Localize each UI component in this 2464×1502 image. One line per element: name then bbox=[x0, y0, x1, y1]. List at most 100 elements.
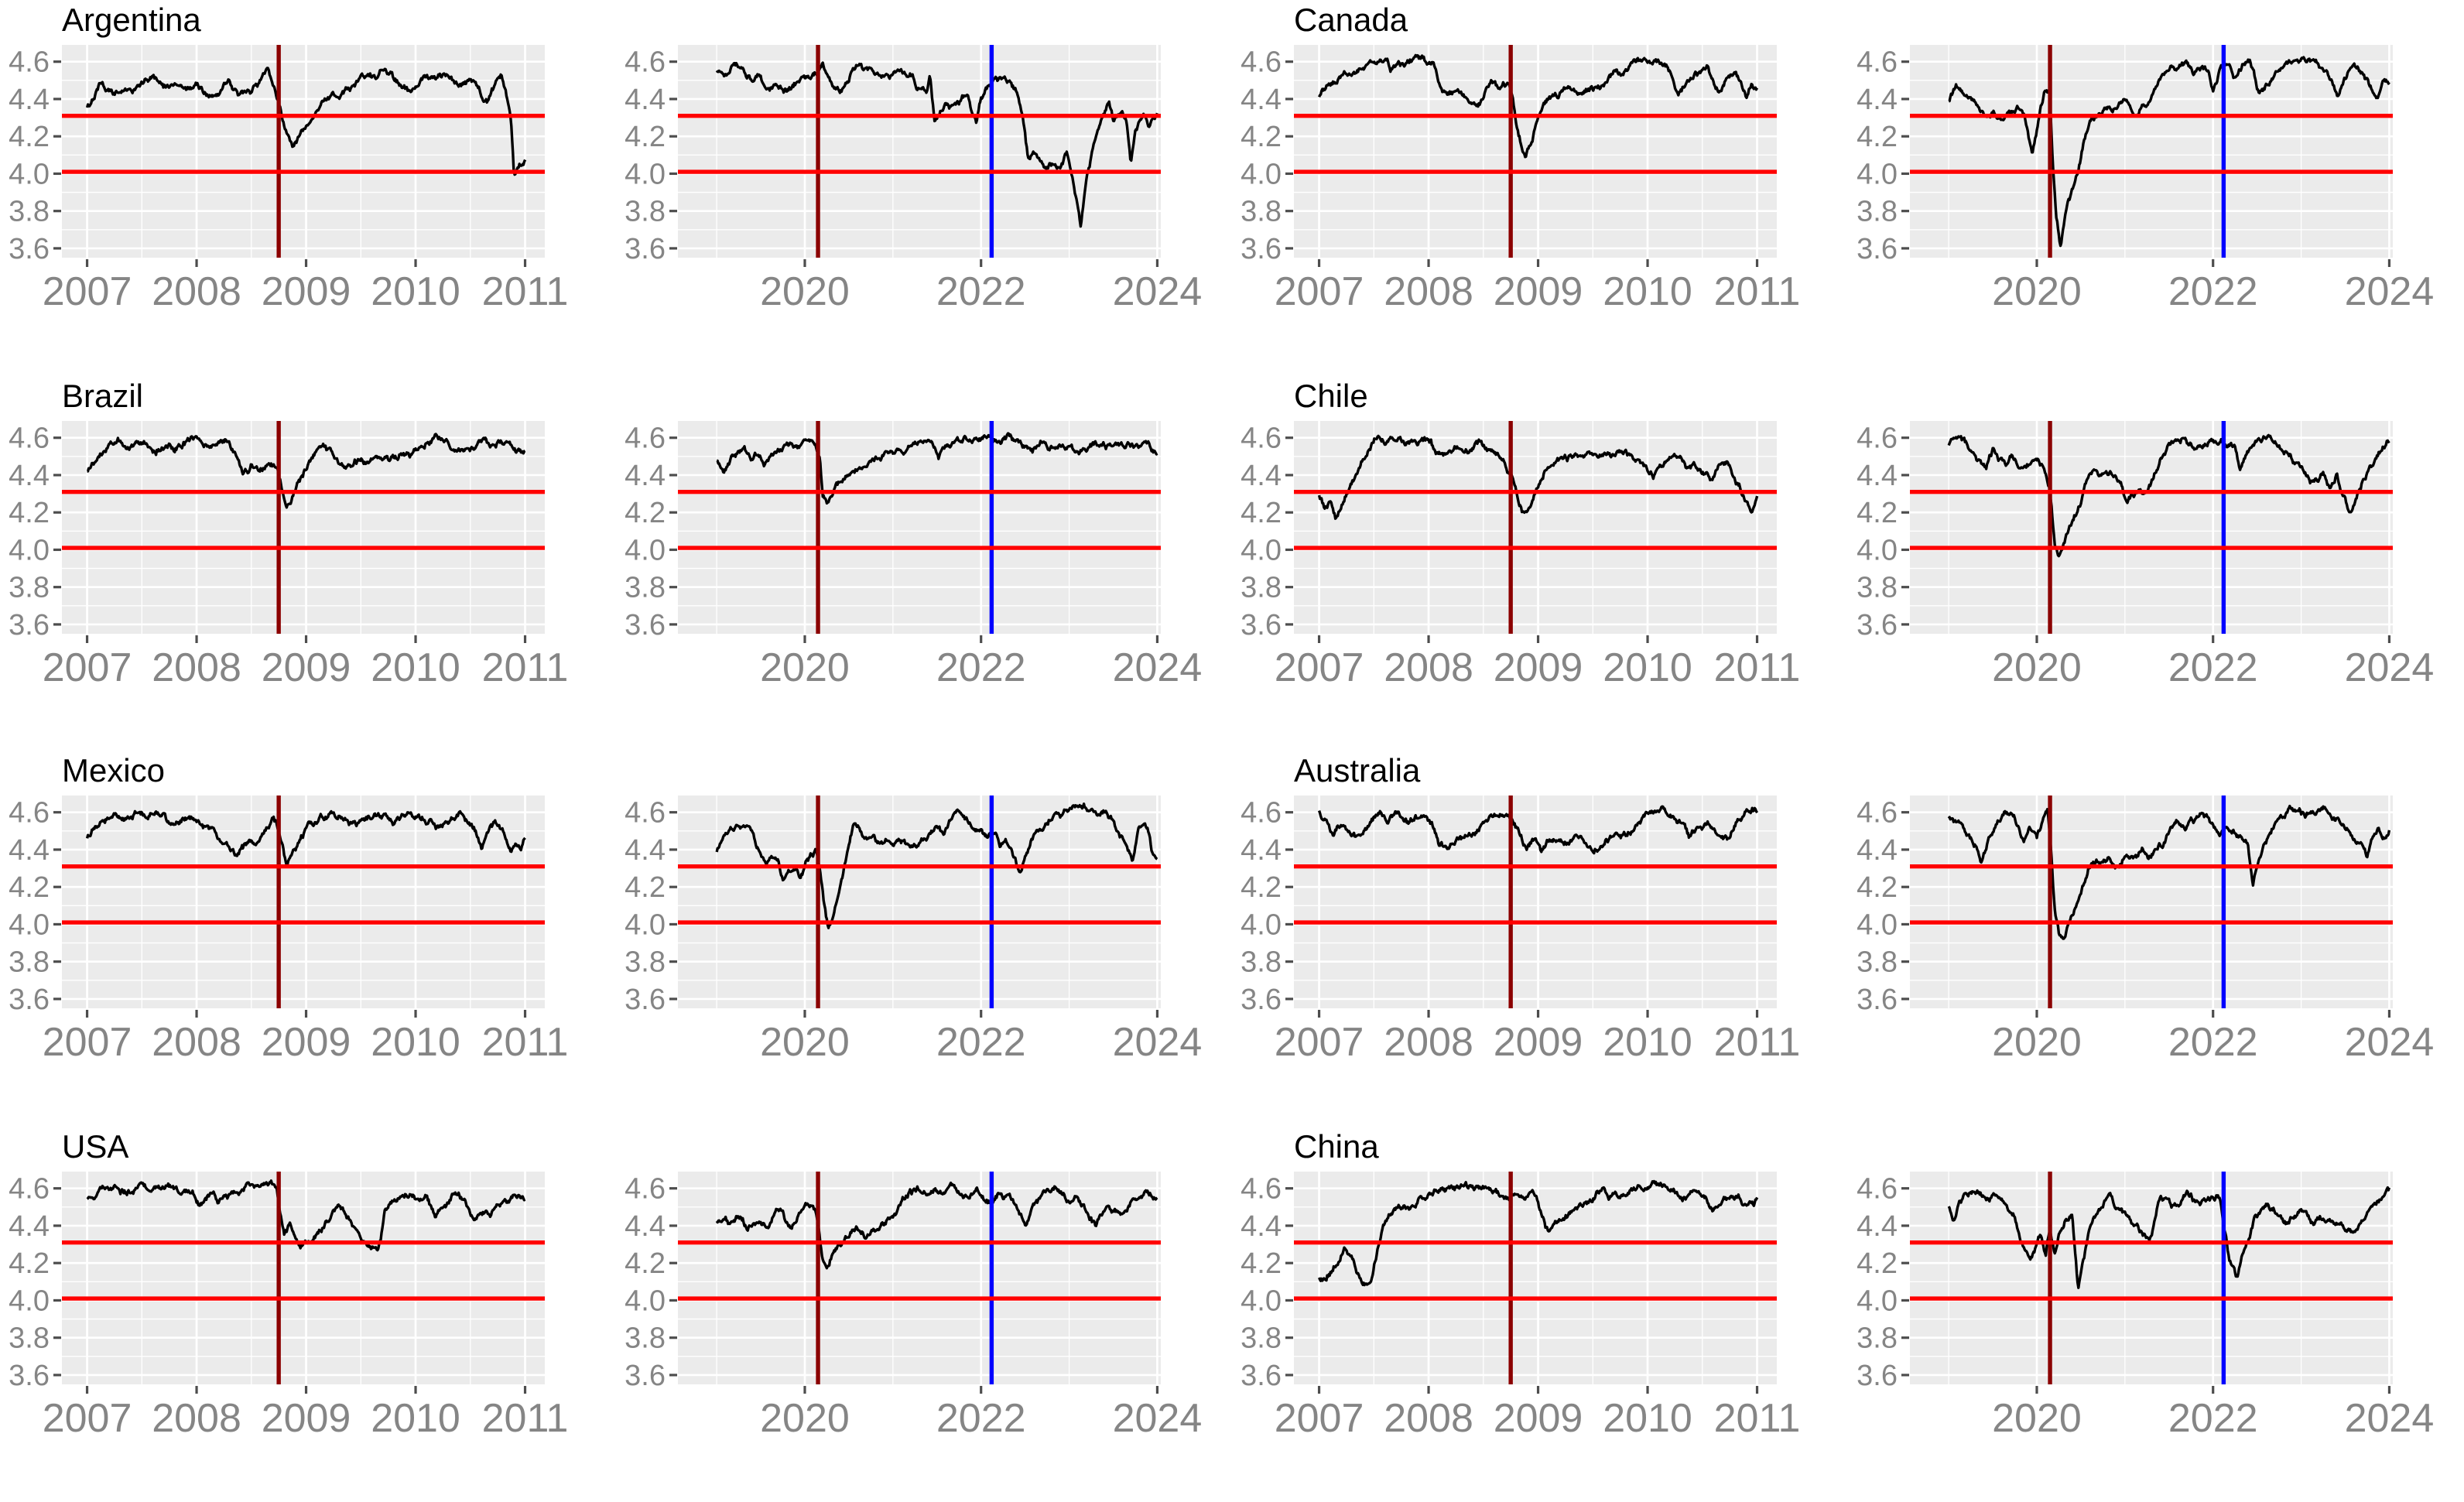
y-tick-label: 4.4 bbox=[9, 834, 50, 867]
x-tick-label: 2009 bbox=[262, 269, 351, 314]
x-tick-label: 2020 bbox=[1992, 1396, 2082, 1441]
axis-ticks bbox=[53, 60, 527, 267]
x-tick-label: 2009 bbox=[262, 1020, 351, 1065]
y-tick-label: 3.8 bbox=[625, 196, 666, 228]
chart-usa-2019-2024: 3.6 3.8 4.0 4.2 4.4 4.6 2020 2022 2024 bbox=[616, 1127, 1232, 1502]
y-tick-label: 4.4 bbox=[625, 84, 666, 116]
y-tick-label: 4.2 bbox=[625, 121, 666, 153]
y-tick-label: 4.2 bbox=[625, 496, 666, 529]
x-tick-label: 2011 bbox=[482, 1396, 569, 1441]
y-tick-label: 4.4 bbox=[1241, 459, 1282, 491]
x-tick-label: 2010 bbox=[1603, 1396, 1692, 1441]
y-tick-label: 3.6 bbox=[1857, 984, 1898, 1016]
x-tick-label: 2024 bbox=[2345, 1396, 2435, 1441]
plot-svg-argentina-2019-2024: 3.6 3.8 4.0 4.2 4.4 4.6 2020 2022 2024 bbox=[625, 44, 1203, 314]
y-tick-label: 4.0 bbox=[9, 909, 50, 942]
plot-svg-canada-2007-2011: 3.6 3.8 4.0 4.2 4.4 4.6 2007 2008 2009 2010 2011 Ca… bbox=[1241, 2, 1801, 314]
y-tick-label: 4.6 bbox=[9, 422, 50, 454]
y-tick-label: 3.8 bbox=[9, 571, 50, 604]
y-tick-label: 4.6 bbox=[9, 1172, 50, 1205]
plot-svg-argentina-2007-2011: 3.6 3.8 4.0 4.2 4.4 4.6 2007 2008 2009 2010 2011 Ar… bbox=[9, 2, 568, 314]
y-tick-label: 4.0 bbox=[625, 158, 666, 190]
y-tick-label: 4.2 bbox=[9, 121, 50, 153]
y-tick-label: 3.6 bbox=[9, 608, 50, 641]
x-tick-label: 2010 bbox=[1603, 1020, 1692, 1065]
plot-svg-chile-2019-2024: 3.6 3.8 4.0 4.2 4.4 4.6 2020 2022 2024 bbox=[1857, 420, 2434, 689]
x-tick-label: 2022 bbox=[936, 1396, 1026, 1441]
x-tick-label: 2020 bbox=[760, 269, 850, 314]
x-tick-label: 2009 bbox=[1494, 269, 1583, 314]
chart-title: China bbox=[1294, 1128, 1379, 1165]
x-tick-label: 2022 bbox=[2168, 645, 2258, 689]
y-tick-label: 3.6 bbox=[1241, 1359, 1282, 1391]
series-line bbox=[715, 61, 1159, 228]
x-tick-label: 2010 bbox=[371, 645, 460, 689]
y-tick-label: 4.6 bbox=[1857, 797, 1898, 830]
x-tick-label: 2022 bbox=[2168, 1020, 2258, 1065]
x-tick-label: 2007 bbox=[43, 269, 132, 314]
y-tick-label: 3.8 bbox=[1241, 571, 1282, 604]
chart-chile-2007-2011: 3.6 3.8 4.0 4.2 4.4 4.6 2007 2008 2009 2010 2011 Ch… bbox=[1232, 375, 1848, 751]
panel-background bbox=[1910, 420, 2393, 634]
x-tick-label: 2024 bbox=[1113, 1020, 1203, 1065]
x-tick-label: 2010 bbox=[1603, 645, 1692, 689]
y-tick-label: 4.2 bbox=[9, 496, 50, 529]
y-tick-label: 3.6 bbox=[1857, 233, 1898, 265]
axis-ticks bbox=[1901, 436, 2391, 643]
minor-gridlines bbox=[1294, 420, 1777, 634]
x-tick-label: 2007 bbox=[1275, 269, 1364, 314]
panel-background bbox=[62, 44, 545, 258]
y-tick-label: 4.2 bbox=[1241, 1247, 1282, 1280]
y-tick-label: 3.8 bbox=[625, 946, 666, 979]
series-line bbox=[1948, 56, 2390, 248]
x-tick-label: 2011 bbox=[1714, 269, 1801, 314]
plot-svg-mexico-2019-2024: 3.6 3.8 4.0 4.2 4.4 4.6 2020 2022 2024 bbox=[625, 795, 1203, 1065]
y-tick-label: 3.8 bbox=[1241, 946, 1282, 979]
y-tick-label: 4.6 bbox=[625, 46, 666, 79]
y-tick-label: 3.8 bbox=[9, 1322, 50, 1354]
series-line bbox=[715, 1181, 1158, 1270]
y-tick-label: 4.2 bbox=[1857, 872, 1898, 905]
y-tick-label: 4.2 bbox=[1241, 496, 1282, 529]
panel-background bbox=[1294, 1171, 1777, 1384]
y-tick-label: 4.0 bbox=[9, 534, 50, 566]
x-tick-label: 2022 bbox=[2168, 269, 2258, 314]
y-tick-label: 3.6 bbox=[1241, 233, 1282, 265]
chart-mexico-2007-2011: 3.6 3.8 4.0 4.2 4.4 4.6 2007 2008 2009 2010 2011 Me… bbox=[0, 751, 616, 1126]
y-tick-label: 4.2 bbox=[625, 1247, 666, 1280]
y-tick-label: 4.6 bbox=[625, 1172, 666, 1205]
chart-chile-2019-2024: 3.6 3.8 4.0 4.2 4.4 4.6 2020 2022 2024 bbox=[1848, 375, 2464, 751]
plot-svg-brazil-2007-2011: 3.6 3.8 4.0 4.2 4.4 4.6 2007 2008 2009 2010 2011 Br… bbox=[9, 377, 568, 689]
y-tick-label: 4.6 bbox=[9, 46, 50, 79]
series-line bbox=[85, 67, 527, 176]
x-tick-label: 2022 bbox=[936, 645, 1026, 689]
y-tick-label: 4.0 bbox=[1241, 158, 1282, 190]
y-tick-label: 4.0 bbox=[625, 1285, 666, 1317]
plot-svg-australia-2007-2011: 3.6 3.8 4.0 4.2 4.4 4.6 2007 2008 2009 2010 2011 Au… bbox=[1241, 752, 1800, 1065]
y-tick-label: 4.4 bbox=[9, 84, 50, 116]
y-tick-label: 3.8 bbox=[1857, 571, 1898, 604]
x-tick-label: 2007 bbox=[43, 1020, 132, 1065]
y-tick-label: 4.2 bbox=[1857, 1247, 1898, 1280]
chart-argentina-2019-2024: 3.6 3.8 4.0 4.2 4.4 4.6 2020 2022 2024 bbox=[616, 0, 1232, 375]
axis-ticks bbox=[669, 436, 1159, 643]
y-tick-label: 3.6 bbox=[1241, 608, 1282, 641]
major-gridlines bbox=[678, 795, 1161, 1009]
y-tick-label: 3.8 bbox=[1857, 196, 1898, 228]
x-tick-label: 2008 bbox=[1384, 645, 1473, 689]
x-tick-label: 2024 bbox=[1113, 269, 1203, 314]
y-tick-label: 4.2 bbox=[1241, 121, 1282, 153]
y-tick-label: 3.6 bbox=[9, 1359, 50, 1391]
series-line bbox=[716, 431, 1158, 505]
series-line bbox=[1947, 433, 2390, 557]
y-tick-label: 4.2 bbox=[9, 1247, 50, 1280]
series-line bbox=[1317, 433, 1759, 520]
minor-gridlines bbox=[678, 1171, 1161, 1384]
y-tick-label: 3.6 bbox=[1857, 1359, 1898, 1391]
y-tick-label: 4.0 bbox=[9, 158, 50, 190]
x-tick-label: 2011 bbox=[1714, 1396, 1801, 1441]
y-tick-label: 3.8 bbox=[1857, 1322, 1898, 1354]
plot-svg-china-2007-2011: 3.6 3.8 4.0 4.2 4.4 4.6 2007 2008 2009 2010 2011 Ch… bbox=[1241, 1128, 1801, 1441]
x-tick-label: 2007 bbox=[43, 1396, 132, 1441]
